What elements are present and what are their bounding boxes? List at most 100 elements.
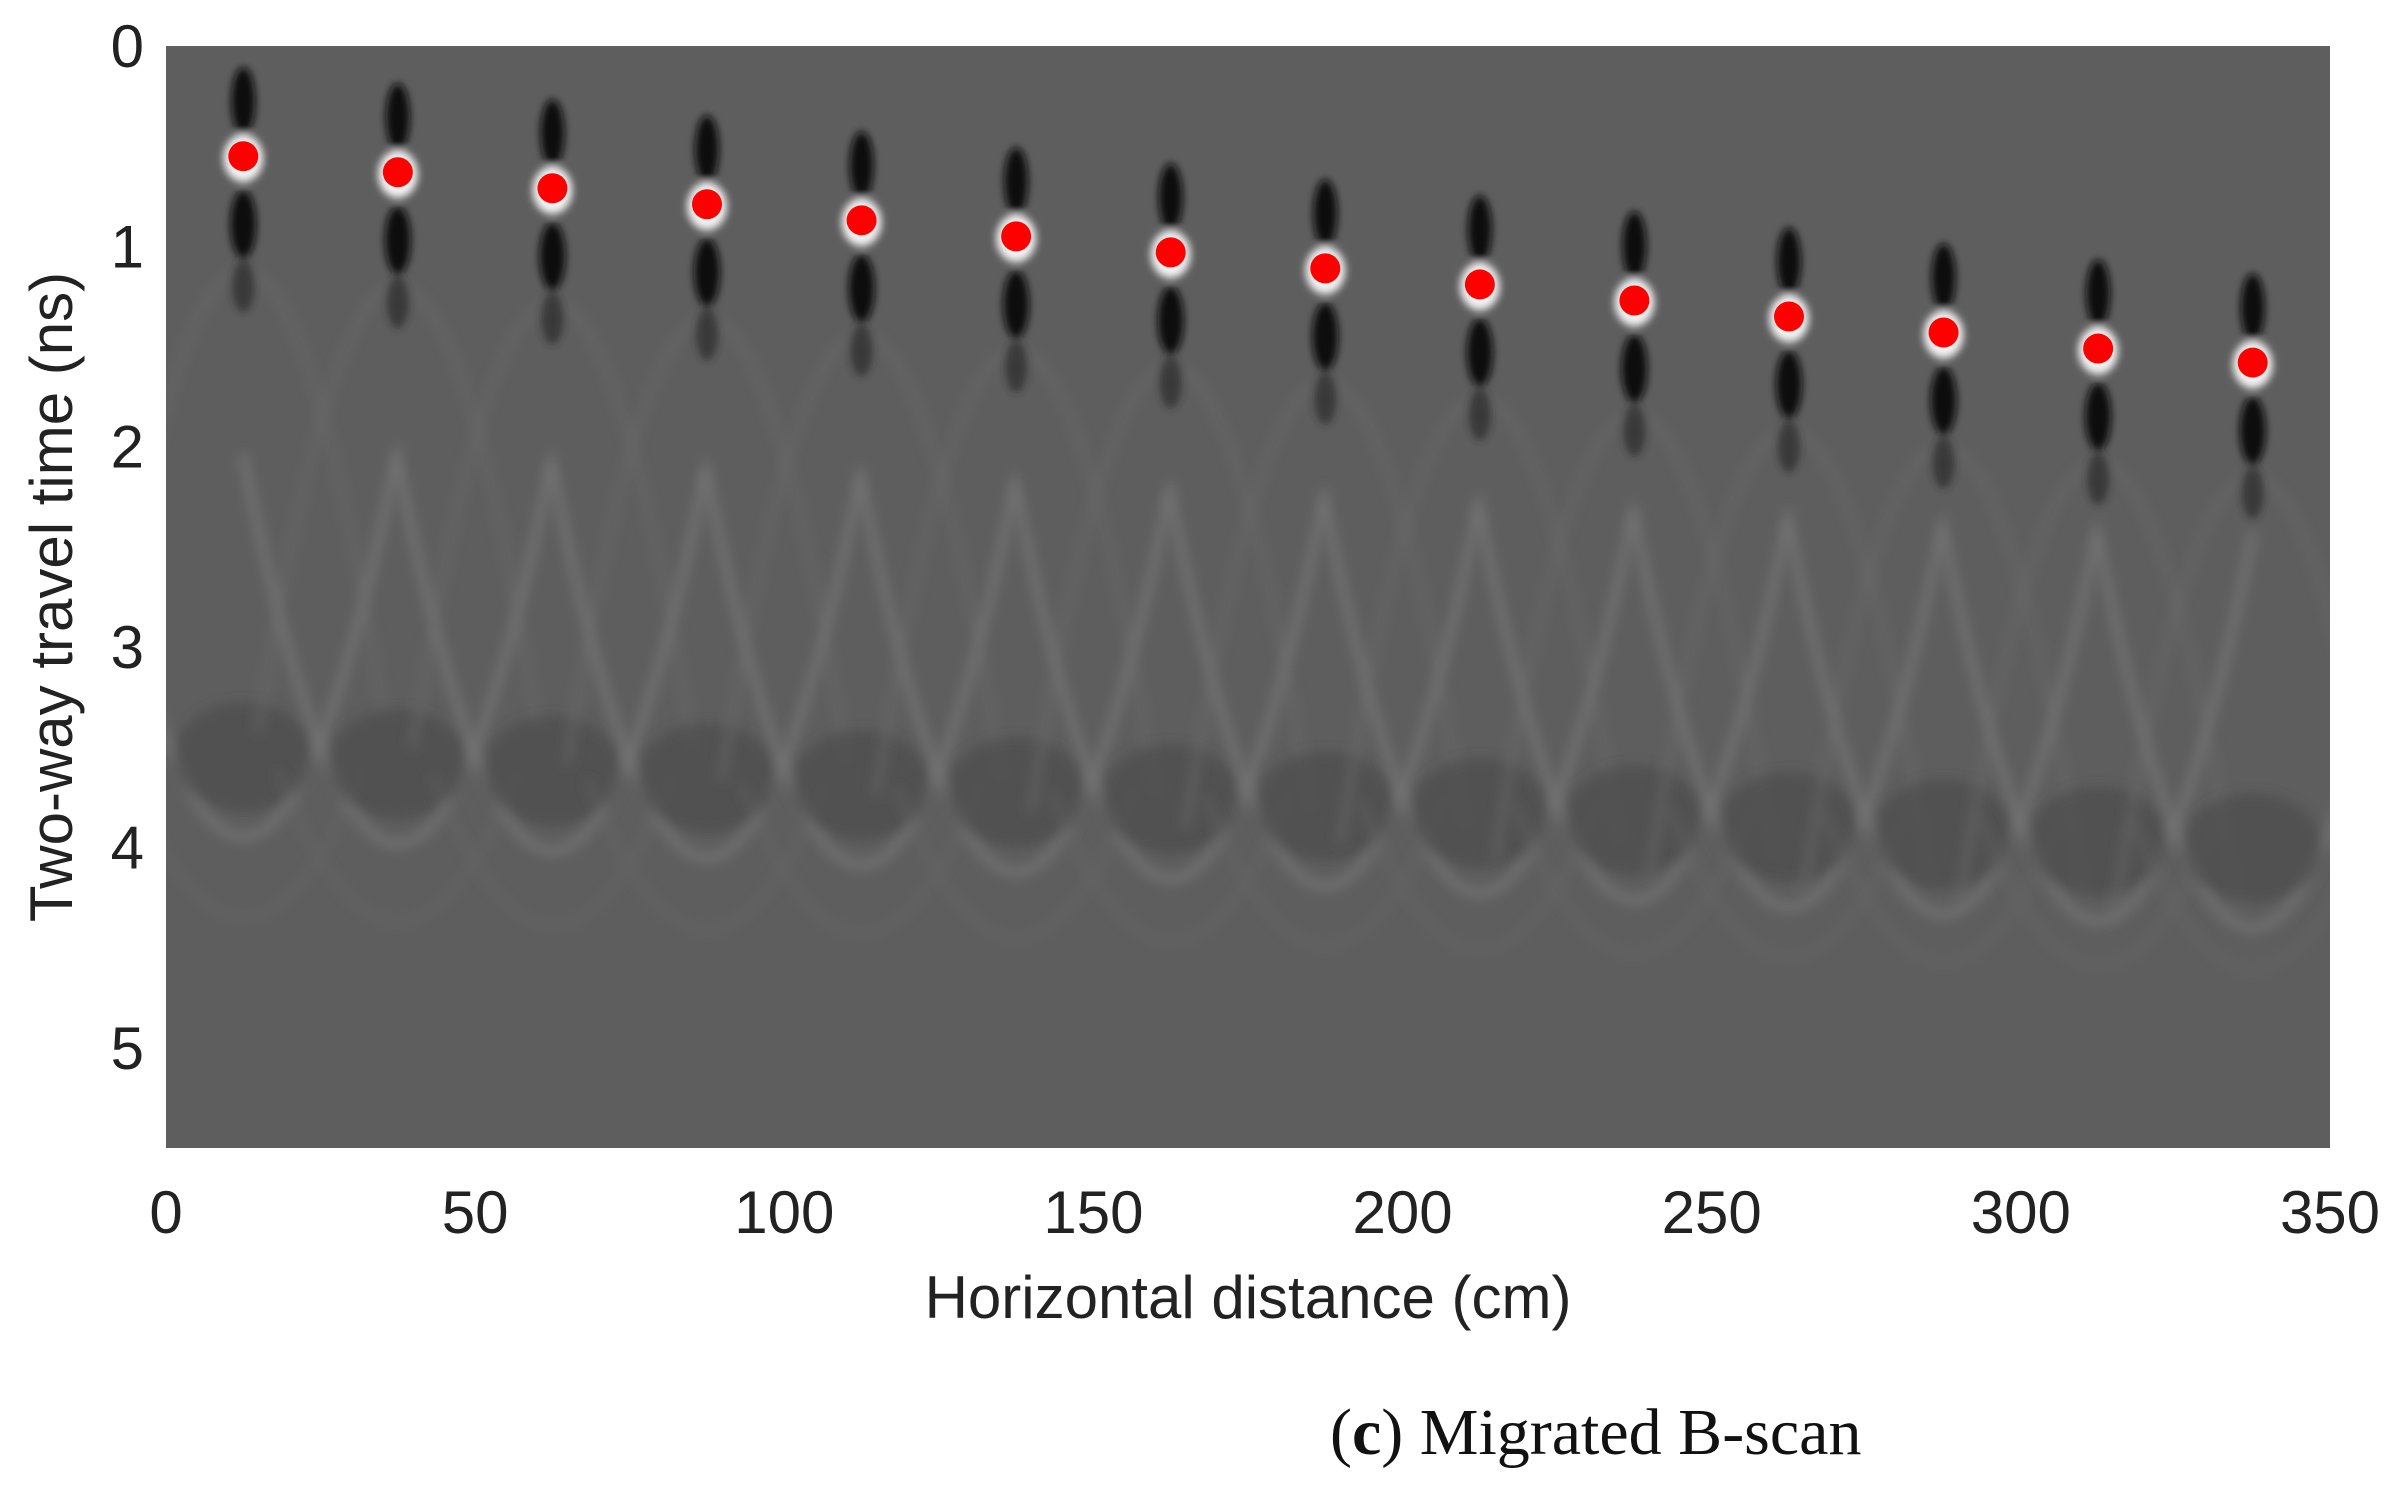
deep-reflection-rim xyxy=(166,446,403,842)
y-axis-label: Two-way travel time (ns) xyxy=(18,272,85,922)
hyperbola-group xyxy=(1784,443,2103,965)
apex-marker xyxy=(846,205,877,236)
apex-marker xyxy=(382,157,413,188)
lobe-dark-upper xyxy=(695,115,719,184)
deep-reflection-rim xyxy=(1475,509,1794,905)
y-axis-ticks: 0 1 2 3 4 5 xyxy=(111,13,144,1082)
x-tick-label: 50 xyxy=(442,1179,509,1246)
apex-marker xyxy=(1310,253,1341,284)
lower-echo xyxy=(1820,810,2067,965)
lobe-dark-upper xyxy=(1004,147,1029,216)
lower-echo xyxy=(1666,806,1912,961)
lower-echo xyxy=(1357,798,1603,953)
lobe-dark-upper xyxy=(849,131,874,200)
hyperbola-group xyxy=(1320,395,1640,953)
deep-reflection-core xyxy=(482,716,623,827)
deep-reflection-core xyxy=(173,702,314,813)
lobe-dark-tail xyxy=(1005,340,1028,393)
y-tick-label: 3 xyxy=(111,614,144,681)
lobe-dark-upper xyxy=(1158,163,1183,232)
apex-marker xyxy=(1928,317,1959,348)
y-tick-label: 4 xyxy=(111,814,144,881)
lobe-dark-tail xyxy=(1778,420,1800,473)
deep-reflection-rim xyxy=(1011,488,1331,884)
lobe-dark-lower xyxy=(1776,350,1802,419)
y-tick-label: 2 xyxy=(111,414,144,481)
lobe-dark-lower xyxy=(1003,270,1030,339)
deep-reflection-rim xyxy=(547,467,867,863)
lobe-dark-tail xyxy=(696,308,718,361)
lobe-dark-lower xyxy=(539,222,566,291)
apex-marker xyxy=(2237,347,2268,378)
deep-reflection-core xyxy=(1564,765,1705,876)
lower-echo xyxy=(166,766,367,921)
lower-echo xyxy=(2129,818,2330,973)
lobe-dark-upper xyxy=(2240,273,2265,342)
y-tick-label: 1 xyxy=(111,213,144,280)
lower-echo xyxy=(429,774,676,929)
figure-caption: (c) Migrated B-scan xyxy=(1330,1395,1861,1471)
deep-reflection-core xyxy=(2028,786,2169,897)
lobe-dark-lower xyxy=(1621,334,1648,403)
lobe-dark-lower xyxy=(2239,396,2266,465)
lobe-dark-tail xyxy=(1468,388,1491,441)
x-tick-label: 350 xyxy=(2280,1179,2380,1246)
lobe-dark-tail xyxy=(1159,356,1182,409)
y-tick-label: 5 xyxy=(111,1015,144,1082)
deep-reflection-rim xyxy=(1784,523,2103,919)
lower-echo xyxy=(893,786,1139,941)
lobe-dark-lower xyxy=(694,238,720,307)
deep-reflection-rim xyxy=(2093,537,2330,933)
lobe-dark-lower xyxy=(384,206,411,275)
lobe-dark-upper xyxy=(1777,227,1801,296)
lobe-dark-lower xyxy=(1157,286,1184,355)
lobe-dark-lower xyxy=(1312,302,1339,371)
deep-reflection-rim xyxy=(1629,516,1949,912)
lower-echo xyxy=(738,782,985,937)
lower-echo xyxy=(584,778,830,933)
deep-reflection-core xyxy=(1100,744,1241,855)
deep-reflection-rim xyxy=(1165,495,1485,891)
lobe-dark-lower xyxy=(230,190,257,259)
lobe-dark-tail xyxy=(2241,466,2264,519)
deep-reflection-core xyxy=(1409,758,1550,869)
apex-marker xyxy=(1619,285,1650,316)
lobe-dark-tail xyxy=(386,276,409,329)
reflection-lobe xyxy=(1459,195,1500,441)
apex-marker xyxy=(1774,301,1804,332)
deep-reflection-core xyxy=(791,730,932,841)
x-tick-label: 300 xyxy=(1971,1179,2071,1246)
lobe-dark-tail xyxy=(541,292,564,345)
deep-reflection-rim xyxy=(856,481,1176,877)
deep-reflection-core xyxy=(637,723,777,834)
lower-echo xyxy=(1975,814,2221,969)
bscan-image-background xyxy=(166,46,2330,1148)
lobe-dark-lower xyxy=(1930,366,1957,435)
deep-reflection-rim xyxy=(1938,530,2258,926)
lobe-dark-upper xyxy=(540,99,565,168)
lobe-dark-upper xyxy=(231,67,256,136)
hyperbola-group xyxy=(1475,411,1794,957)
lobe-dark-tail xyxy=(1932,436,1955,489)
lower-echo xyxy=(275,770,521,925)
deep-reflection-core xyxy=(1255,751,1396,862)
lower-echo xyxy=(1047,790,1294,945)
deep-reflection-rim xyxy=(1320,502,1640,898)
deep-reflection-core xyxy=(1719,772,1859,883)
lobe-dark-tail xyxy=(1314,372,1337,425)
apex-marker xyxy=(1001,221,1032,252)
detected-apex-markers xyxy=(228,141,2268,378)
deep-reflection-core xyxy=(946,737,1087,848)
lower-echo xyxy=(1511,802,1758,957)
lobe-dark-upper xyxy=(1313,179,1338,248)
lobe-dark-tail xyxy=(232,260,255,313)
x-tick-label: 100 xyxy=(734,1179,834,1246)
deep-reflection-rim xyxy=(702,474,1021,870)
apex-marker xyxy=(2083,333,2114,364)
lobe-dark-tail xyxy=(2087,452,2110,505)
x-tick-label: 250 xyxy=(1662,1179,1762,1246)
plot-area xyxy=(166,46,2330,1148)
y-tick-label: 0 xyxy=(111,13,144,80)
x-tick-label: 150 xyxy=(1043,1179,1143,1246)
